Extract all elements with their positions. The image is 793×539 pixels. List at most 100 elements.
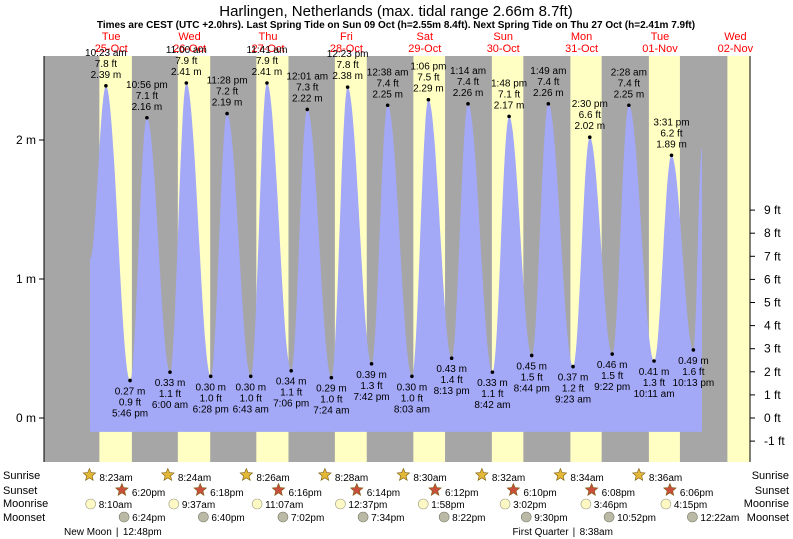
- tide-ft-label: 1.1 ft: [481, 389, 503, 400]
- tide-m-label: 2.41 m: [171, 67, 202, 78]
- tide-m-label: 2.17 m: [494, 100, 525, 111]
- sunrise-icon: [474, 467, 489, 481]
- moon-phase-label: First Quarter: [512, 527, 569, 538]
- tide-point: [652, 359, 656, 363]
- tide-time-label: 10:11 am: [634, 389, 675, 400]
- tide-m-label: 0.49 m: [678, 356, 709, 367]
- tide-point: [449, 356, 454, 361]
- tide-ft-label: 6.2 ft: [660, 128, 682, 139]
- tide-point: [145, 115, 149, 120]
- moonrise-time: 11:07am: [265, 500, 303, 511]
- tide-area-path: [90, 83, 702, 432]
- tide-ft-label: 1.1 ft: [280, 388, 302, 399]
- day-name-label: Sat: [417, 31, 434, 43]
- moonset-time: 6:40pm: [211, 513, 244, 524]
- tide-point: [329, 375, 334, 380]
- tide-ft-label: 7.8 ft: [95, 59, 117, 70]
- tide-point: [104, 83, 108, 88]
- sunrise-time: 8:28am: [335, 473, 368, 484]
- tide-m-label: 2.16 m: [132, 102, 163, 113]
- tide-point: [345, 85, 350, 89]
- tide-m-label: 0.30 m: [195, 382, 226, 393]
- tide-ft-label: 0.9 ft: [119, 397, 141, 408]
- day-name-label: Sun: [493, 31, 513, 43]
- day-date-label: 27-Oct: [251, 43, 284, 55]
- y-tick-label-left: 2 m: [16, 133, 36, 147]
- y-tick-label-right: 2 ft: [764, 365, 781, 379]
- moonrise-icon: [85, 498, 96, 510]
- tide-m-label: 0.30 m: [397, 382, 428, 393]
- tide-point: [184, 81, 189, 85]
- moonrise-icon: [251, 498, 263, 510]
- moonset-icon: [603, 511, 615, 523]
- tide-time-label: 10:23 am: [85, 48, 127, 59]
- day-labels: Tue25-OctWed26-OctThu27-OctFri28-OctSat2…: [95, 31, 754, 55]
- day-name-label: Fri: [340, 31, 353, 43]
- tide-m-label: 0.29 m: [316, 384, 347, 395]
- moonrise-icon: [499, 498, 511, 510]
- moonset-time: 8:22pm: [452, 513, 485, 524]
- tide-m-label: 2.19 m: [212, 98, 243, 109]
- y-tick-label-right: 5 ft: [764, 296, 781, 310]
- tide-time-label: 7:24 am: [313, 406, 349, 417]
- tide-time-label: 8:44 pm: [514, 383, 550, 394]
- moonset-time: 9:30pm: [534, 513, 567, 524]
- tide-point: [305, 107, 310, 112]
- tide-ft-label: 1.5 ft: [601, 371, 623, 382]
- tide-ft-label: 7.3 ft: [296, 82, 318, 93]
- y-tick-label-right: 0 ft: [764, 411, 781, 425]
- sunrise-icon: [317, 467, 332, 481]
- tide-m-label: 2.22 m: [292, 93, 323, 104]
- tide-m-label: 2.39 m: [91, 70, 122, 81]
- tide-point: [248, 374, 253, 379]
- day-name-label: Thu: [259, 31, 278, 43]
- moonrise-icon: [580, 498, 592, 510]
- tide-m-label: 2.02 m: [574, 121, 605, 132]
- row-label-right: Sunset: [755, 485, 789, 497]
- moonrise-icon: [335, 498, 346, 510]
- sunset-icon: [114, 482, 129, 496]
- tide-time-label: 6:43 am: [233, 404, 269, 415]
- tide-time-label: 1:06 pm: [410, 62, 446, 73]
- sunset-icon: [349, 482, 364, 496]
- tide-ft-label: 7.4 ft: [618, 78, 640, 89]
- tide-ft-label: 1.0 ft: [240, 393, 262, 404]
- row-label-right: Sunrise: [752, 470, 789, 482]
- tide-m-label: 0.33 m: [477, 378, 508, 389]
- moonrise-time: 3:46pm: [594, 500, 627, 511]
- sunrise-time: 8:30am: [413, 473, 446, 484]
- tide-m-label: 0.43 m: [436, 364, 467, 375]
- moon-phase-time: 8:38am: [580, 527, 613, 538]
- row-label-right: Moonrise: [744, 498, 789, 510]
- sunset-time: 6:08pm: [602, 488, 635, 499]
- tide-point: [265, 81, 269, 85]
- tide-m-label: 0.30 m: [235, 382, 266, 393]
- tide-point: [691, 348, 696, 352]
- tide-m-label: 0.45 m: [516, 361, 547, 372]
- daylight-band: [727, 56, 750, 462]
- moonrise-time: 3:02pm: [513, 500, 546, 511]
- y-tick-label-right: 7 ft: [764, 249, 781, 263]
- tide-ft-label: 1.5 ft: [521, 372, 543, 383]
- tide-ft-label: 7.2 ft: [216, 87, 238, 98]
- tide-time-label: 1:14 am: [450, 66, 486, 77]
- tide-ft-label: 1.0 ft: [401, 393, 423, 404]
- tide-m-label: 0.37 m: [558, 373, 589, 384]
- y-tick-label-left: 1 m: [16, 272, 36, 286]
- axes: 0 m 1 m 2 m -1 ft 0 ft 1 ft 2 ft 3 ft 4 ft 5 ft 6 …: [16, 56, 785, 462]
- tide-ft-label: 1.3 ft: [360, 381, 382, 392]
- tide-point: [168, 370, 172, 374]
- tide-time-label: 12:23 pm: [327, 49, 369, 60]
- tide-time-label: 8:42 am: [474, 400, 510, 411]
- tide-point: [587, 135, 592, 140]
- tide-point: [627, 103, 631, 108]
- moon-phase-separator: |: [116, 527, 119, 538]
- y-tick-label-right: 6 ft: [764, 272, 781, 286]
- moon-phase-time: 12:48pm: [123, 527, 162, 538]
- sunrise-icon: [239, 467, 254, 481]
- moonrise-time: 1:58pm: [431, 500, 464, 511]
- moonrise-icon: [660, 498, 672, 510]
- row-label-left: Moonrise: [3, 498, 48, 510]
- sunset-icon: [271, 482, 286, 496]
- tide-ft-label: 7.4 ft: [537, 77, 559, 88]
